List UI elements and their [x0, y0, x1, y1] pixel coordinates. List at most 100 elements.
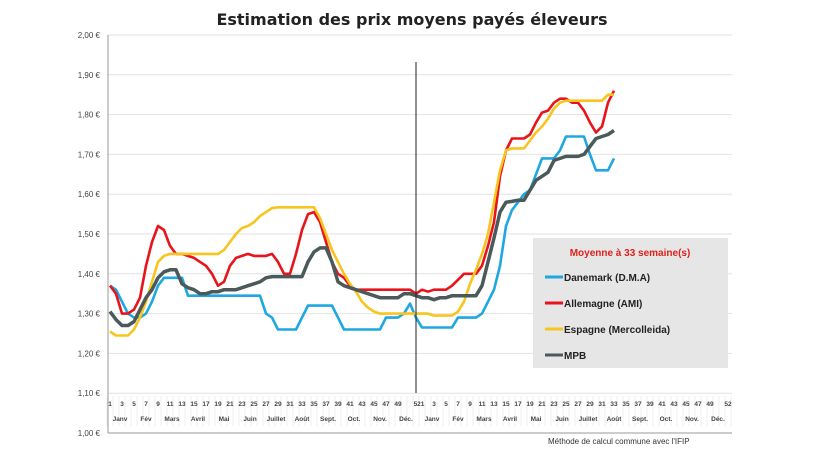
legend-label: MPB [564, 351, 586, 362]
x-tick-label: 15 [190, 401, 198, 408]
x-tick-label: 35 [622, 401, 630, 408]
month-label: Août [295, 416, 311, 423]
x-tick-label: 37 [322, 401, 330, 408]
month-label: Oct. [660, 416, 673, 423]
month-label: Janv [425, 416, 440, 423]
y-tick-label: 1,00 € [78, 429, 101, 438]
legend-label: Espagne (Mercolleida) [564, 325, 670, 336]
series-line-3 [108, 129, 615, 328]
month-label: Mai [219, 416, 230, 423]
x-tick-label: 5 [444, 401, 448, 408]
x-tick-label: 39 [334, 401, 342, 408]
month-label: Sept. [320, 416, 336, 423]
month-label: Déc. [711, 416, 725, 423]
x-tick-label: 3 [120, 401, 124, 408]
x-tick-label: 15 [502, 401, 510, 408]
month-label: Juin [243, 416, 256, 423]
x-tick-label: 49 [394, 401, 402, 408]
x-tick-label: 21 [226, 401, 234, 408]
x-tick-label: 11 [479, 401, 486, 408]
month-label: Mars [164, 416, 180, 423]
legend-title: Moyenne à 33 semaine(s) [570, 248, 691, 259]
month-label: Oct. [348, 416, 361, 423]
x-tick-label: 52 [724, 401, 732, 408]
x-tick-label: 31 [598, 401, 606, 408]
x-tick-label: 3 [432, 401, 436, 408]
x-tick-label: 45 [682, 401, 690, 408]
month-label: Mars [476, 416, 492, 423]
month-label: Déc. [399, 416, 413, 423]
month-label: Nov. [373, 416, 387, 423]
series-line-2 [109, 93, 614, 337]
month-label: Avril [503, 416, 517, 423]
x-tick-label: 45 [370, 401, 378, 408]
x-tick-label: 31 [286, 401, 294, 408]
x-tick-label: 33 [610, 401, 618, 408]
x-tick-label: 17 [202, 401, 210, 408]
y-tick-label: 1,10 € [78, 389, 101, 398]
series-line-1 [108, 90, 616, 315]
month-label: Nov. [685, 416, 699, 423]
x-tick-label: 13 [490, 401, 498, 408]
y-tick-label: 1,70 € [78, 150, 101, 159]
x-tick-label: 49 [706, 401, 714, 408]
x-axis: 1 3 5 7 9 11 13 15 17 19 21 23 25 27 29 31 33 35 37 39 41 43 4… [106, 396, 732, 434]
x-tick-label: 521 [414, 401, 425, 408]
month-label: Fév [140, 416, 152, 423]
month-label: Avril [191, 416, 205, 423]
x-tick-label: 25 [562, 401, 570, 408]
x-tick-label: 13 [178, 401, 186, 408]
x-tick-label: 21 [538, 401, 546, 408]
month-label: Juillet [579, 416, 599, 423]
legend: Moyenne à 33 semaine(s) Danemark (D.M.A)… [533, 238, 728, 368]
month-label: Sept. [632, 416, 648, 423]
x-tick-label: 9 [156, 401, 160, 408]
x-tick-label: 5 [132, 401, 136, 408]
x-tick-label: 41 [658, 401, 666, 408]
y-tick-label: 1,60 € [78, 190, 101, 199]
month-label: Juillet [267, 416, 287, 423]
legend-label: Danemark (D.M.A) [564, 273, 650, 284]
y-tick-label: 1,20 € [78, 349, 101, 358]
x-tick-label: 9 [468, 401, 472, 408]
x-tick-label: 39 [646, 401, 654, 408]
x-tick-label: 29 [586, 401, 594, 408]
y-tick-label: 1,90 € [78, 71, 101, 80]
month-label: Juin [555, 416, 568, 423]
legend-label: Allemagne (AMI) [564, 299, 642, 310]
x-tick-label: 7 [456, 401, 460, 408]
footnote: Méthode de calcul commune avec l'IFIP [548, 437, 690, 446]
y-tick-label: 2,00 € [78, 31, 101, 40]
legend-box [533, 238, 728, 368]
x-tick-label: 25 [250, 401, 258, 408]
y-axis: 1,00 € 1,10 € 1,20 € 1,30 € 1,40 € 1,50 € 1,60… [78, 31, 109, 438]
month-label: Mai [531, 416, 542, 423]
x-tick-label: 41 [346, 401, 354, 408]
x-tick-label: 23 [238, 401, 246, 408]
month-label: Fév [452, 416, 464, 423]
y-tick-label: 1,80 € [78, 111, 101, 120]
x-tick-label: 19 [214, 401, 222, 408]
x-tick-label: 19 [526, 401, 534, 408]
month-label: Août [607, 416, 623, 423]
x-tick-label: 43 [358, 401, 366, 408]
series-lines [108, 90, 616, 337]
x-tick-label: 29 [274, 401, 282, 408]
x-tick-label: 27 [574, 401, 582, 408]
x-tick-label: 33 [298, 401, 306, 408]
x-tick-label: 27 [262, 401, 270, 408]
x-tick-label: 11 [167, 401, 174, 408]
chart-title: Estimation des prix moyens payés éleveur… [216, 10, 607, 29]
x-tick-label: 47 [382, 401, 390, 408]
x-tick-label: 35 [310, 401, 318, 408]
month-label: Janv [113, 416, 128, 423]
x-tick-label: 7 [144, 401, 148, 408]
x-tick-label: 37 [634, 401, 642, 408]
y-tick-label: 1,30 € [78, 310, 101, 319]
x-tick-label: 17 [514, 401, 522, 408]
x-tick-label: 23 [550, 401, 558, 408]
x-tick-label: 47 [694, 401, 702, 408]
x-tick-label: 1 [108, 401, 112, 408]
x-tick-label: 43 [670, 401, 678, 408]
